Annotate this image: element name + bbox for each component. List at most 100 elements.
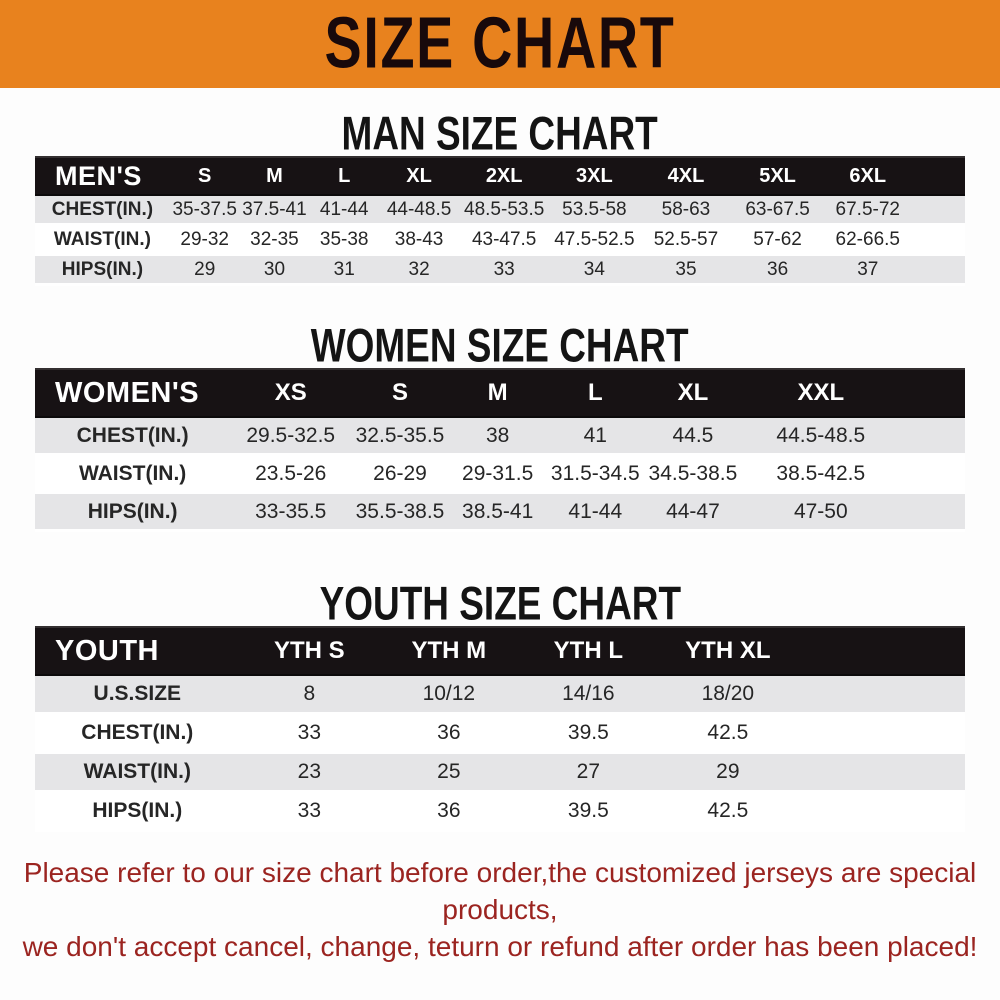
column-header-l: L — [309, 156, 380, 196]
disclaimer-line-1: Please refer to our size chart before or… — [23, 857, 977, 925]
size-cell: 41-44 — [546, 494, 645, 532]
section-women-size-chart: WOMEN SIZE CHART WOMEN'S XS S M L XL XXL… — [0, 286, 1000, 532]
size-cell: 38 — [448, 418, 547, 456]
spacer-cell — [797, 793, 965, 832]
size-cell: 47.5-52.5 — [549, 226, 640, 256]
size-cell: 42.5 — [658, 793, 798, 832]
size-cell: 26-29 — [351, 456, 449, 494]
size-cell: 63-67.5 — [732, 196, 823, 226]
size-cell: 29-32 — [169, 226, 240, 256]
row-label: HIPS(IN.) — [35, 793, 240, 832]
size-cell: 48.5-53.5 — [459, 196, 550, 226]
row-label: WAIST(IN.) — [35, 226, 170, 256]
size-cell: 30 — [239, 256, 310, 286]
size-cell: 37 — [822, 256, 913, 286]
size-cell: 43-47.5 — [459, 226, 550, 256]
spacer-cell — [899, 494, 965, 532]
size-cell: 35 — [639, 256, 733, 286]
youth-header-row: YOUTH YTH S YTH M YTH L YTH XL — [35, 626, 965, 676]
size-cell: 33 — [459, 256, 550, 286]
mens-size-table: MEN'S S M L XL 2XL 3XL 4XL 5XL 6XL CHEST… — [35, 156, 965, 286]
size-cell: 18/20 — [658, 676, 798, 715]
column-header-xs: XS — [230, 368, 352, 418]
size-cell: 29 — [658, 754, 798, 793]
youth-group-label: YOUTH — [35, 626, 240, 676]
row-label: U.S.SIZE — [35, 676, 240, 715]
column-header-xl: XL — [379, 156, 460, 196]
mens-hips-row: HIPS(IN.) 29 30 31 32 33 34 35 36 37 — [35, 256, 965, 286]
size-cell: 42.5 — [658, 715, 798, 754]
size-cell: 58-63 — [639, 196, 733, 226]
column-header-l: L — [546, 368, 645, 418]
row-label: CHEST(IN.) — [35, 715, 240, 754]
spacer-cell — [797, 715, 965, 754]
column-header-xl: XL — [644, 368, 742, 418]
womens-header-row: WOMEN'S XS S M L XL XXL — [35, 368, 965, 418]
spacer-cell — [899, 456, 965, 494]
size-cell: 25 — [379, 754, 519, 793]
youth-ussize-row: U.S.SIZE 8 10/12 14/16 18/20 — [35, 676, 965, 715]
size-cell: 34 — [549, 256, 640, 286]
row-label: WAIST(IN.) — [35, 754, 240, 793]
size-cell: 34.5-38.5 — [644, 456, 742, 494]
spacer-cell — [912, 156, 965, 196]
size-cell: 41 — [546, 418, 645, 456]
size-cell: 23 — [239, 754, 380, 793]
size-cell: 41-44 — [309, 196, 380, 226]
column-header-4xl: 4XL — [639, 156, 733, 196]
size-cell: 35-37.5 — [169, 196, 240, 226]
youth-hips-row: HIPS(IN.) 33 36 39.5 42.5 — [35, 793, 965, 832]
column-header-5xl: 5XL — [732, 156, 823, 196]
mens-group-label: MEN'S — [35, 156, 170, 196]
column-header-3xl: 3XL — [549, 156, 640, 196]
size-cell: 27 — [518, 754, 659, 793]
size-cell: 14/16 — [518, 676, 659, 715]
size-cell: 8 — [239, 676, 380, 715]
size-cell: 29 — [169, 256, 240, 286]
disclaimer-line-2: we don't accept cancel, change, teturn o… — [22, 931, 978, 962]
womens-hips-row: HIPS(IN.) 33-35.5 35.5-38.5 38.5-41 41-4… — [35, 494, 965, 532]
size-cell: 35.5-38.5 — [351, 494, 449, 532]
column-header-m: M — [448, 368, 547, 418]
size-cell: 62-66.5 — [822, 226, 913, 256]
man-title-wrap: MAN SIZE CHART — [0, 88, 1000, 160]
size-cell: 44-47 — [644, 494, 742, 532]
spacer-cell — [899, 418, 965, 456]
footer-disclaimer: Please refer to our size chart before or… — [0, 854, 1000, 965]
size-cell: 52.5-57 — [639, 226, 733, 256]
man-size-chart-title: MAN SIZE CHART — [341, 107, 659, 160]
size-cell: 33-35.5 — [230, 494, 352, 532]
size-cell: 33 — [239, 793, 380, 832]
size-cell: 38.5-41 — [448, 494, 547, 532]
size-cell: 44-48.5 — [379, 196, 460, 226]
column-header-6xl: 6XL — [822, 156, 913, 196]
size-cell: 31.5-34.5 — [546, 456, 645, 494]
mens-chest-row: CHEST(IN.) 35-37.5 37.5-41 41-44 44-48.5… — [35, 196, 965, 226]
spacer-cell — [912, 226, 965, 256]
section-youth-size-chart: YOUTH SIZE CHART YOUTH YTH S YTH M YTH L… — [0, 532, 1000, 832]
size-cell: 32-35 — [239, 226, 310, 256]
column-header-s: S — [351, 368, 449, 418]
youth-waist-row: WAIST(IN.) 23 25 27 29 — [35, 754, 965, 793]
size-cell: 36 — [379, 715, 519, 754]
size-cell: 38-43 — [379, 226, 460, 256]
size-cell: 29-31.5 — [448, 456, 547, 494]
size-cell: 38.5-42.5 — [741, 456, 900, 494]
spacer-cell — [797, 676, 965, 715]
youth-size-chart-title: YOUTH SIZE CHART — [319, 577, 681, 630]
size-cell: 47-50 — [741, 494, 900, 532]
size-cell: 10/12 — [379, 676, 519, 715]
size-cell: 39.5 — [518, 715, 659, 754]
column-header-yth-s: YTH S — [239, 626, 380, 676]
column-header-2xl: 2XL — [459, 156, 550, 196]
row-label: CHEST(IN.) — [35, 418, 231, 456]
column-header-yth-m: YTH M — [379, 626, 519, 676]
size-cell: 29.5-32.5 — [230, 418, 352, 456]
column-header-yth-l: YTH L — [518, 626, 659, 676]
women-title-wrap: WOMEN SIZE CHART — [0, 286, 1000, 372]
row-label: HIPS(IN.) — [35, 494, 231, 532]
womens-group-label: WOMEN'S — [35, 368, 231, 418]
row-label: HIPS(IN.) — [35, 256, 170, 286]
womens-waist-row: WAIST(IN.) 23.5-26 26-29 29-31.5 31.5-34… — [35, 456, 965, 494]
size-cell: 36 — [379, 793, 519, 832]
